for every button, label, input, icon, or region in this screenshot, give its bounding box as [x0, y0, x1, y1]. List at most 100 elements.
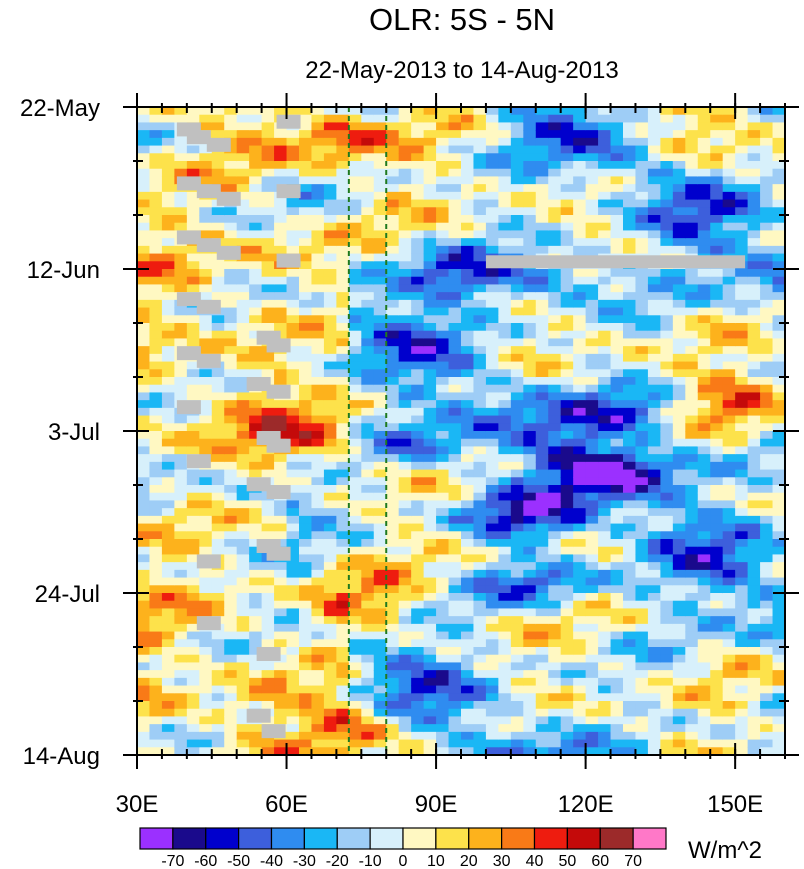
field-cell [386, 716, 400, 725]
field-cell [236, 392, 250, 401]
field-cell [423, 423, 437, 432]
field-cell [149, 492, 163, 502]
field-cell [398, 677, 412, 687]
field-cell [373, 731, 387, 741]
field-cell [697, 299, 711, 309]
field-cell [585, 608, 599, 617]
field-cell [261, 407, 275, 417]
field-cell [436, 307, 450, 316]
colorbar-swatch [468, 827, 503, 850]
field-cell [461, 562, 475, 571]
field-cell [186, 662, 200, 671]
field-cell [386, 654, 400, 664]
field-cell [573, 500, 587, 509]
field-cell [436, 215, 450, 224]
field-cell [461, 284, 475, 293]
field-cell [473, 431, 487, 440]
field-cell [249, 662, 263, 671]
field-cell [211, 693, 225, 702]
field-cell [635, 431, 649, 440]
field-cell [635, 299, 649, 309]
field-cell [735, 269, 749, 278]
field-cell [423, 569, 437, 579]
field-cell [448, 500, 462, 509]
field-cell [161, 485, 175, 494]
field-cell [772, 431, 785, 440]
field-cell [224, 215, 238, 224]
field-cell [261, 531, 275, 540]
field-cell [747, 292, 761, 301]
field-cell [161, 415, 175, 424]
field-cell [361, 731, 375, 741]
field-cell [623, 400, 637, 409]
field-cell [473, 631, 487, 640]
field-cell [448, 168, 462, 178]
field-cell [411, 438, 425, 448]
field-cell [598, 531, 612, 540]
field-cell [236, 369, 250, 378]
field-cell [448, 654, 462, 664]
missing-data-patch [196, 616, 221, 631]
field-cell [560, 423, 574, 432]
field-cell [548, 739, 562, 748]
field-cell [436, 130, 450, 139]
field-cell [174, 647, 188, 656]
field-cell [760, 191, 774, 201]
field-cell [274, 199, 288, 208]
field-cell [274, 662, 288, 671]
field-cell [411, 616, 425, 625]
field-cell [211, 631, 225, 640]
field-cell [336, 176, 350, 185]
field-cell [461, 492, 475, 502]
field-cell [249, 161, 263, 170]
field-cell [224, 361, 238, 370]
field-cell [224, 577, 238, 586]
field-cell [735, 384, 749, 394]
field-cell [286, 377, 300, 386]
field-cell [137, 677, 151, 687]
field-cell [535, 114, 549, 124]
field-cell [510, 191, 524, 201]
field-cell [635, 153, 649, 162]
field-cell [137, 284, 151, 293]
field-cell [161, 161, 175, 170]
field-cell [560, 662, 574, 671]
field-cell [585, 647, 599, 656]
field-cell [261, 685, 275, 694]
field-cell [448, 400, 462, 409]
field-cell [772, 608, 785, 617]
field-cell [573, 600, 587, 610]
field-cell [361, 662, 375, 671]
field-cell [710, 199, 724, 208]
field-cell [361, 338, 375, 347]
field-cell [523, 662, 537, 671]
field-cell [323, 377, 337, 386]
field-cell [485, 137, 499, 147]
field-cell [448, 153, 462, 162]
field-cell [386, 731, 400, 741]
field-cell [485, 407, 499, 417]
field-cell [373, 137, 387, 147]
field-cell [323, 608, 337, 617]
field-cell [348, 384, 362, 394]
field-cell [473, 539, 487, 548]
field-cell [386, 554, 400, 563]
field-cell [623, 230, 637, 239]
field-cell [585, 423, 599, 432]
field-cell [236, 554, 250, 563]
colorbar-label: 40 [526, 853, 544, 869]
field-cell [598, 407, 612, 417]
field-cell [635, 292, 649, 301]
field-cell [386, 184, 400, 193]
field-cell [224, 639, 238, 648]
field-cell [473, 569, 487, 579]
field-cell [261, 292, 275, 301]
colorbar-swatch [501, 827, 536, 850]
field-cell [548, 608, 562, 617]
field-cell [623, 654, 637, 664]
field-cell [610, 639, 624, 648]
field-cell [249, 307, 263, 316]
field-cell [697, 485, 711, 494]
field-cell [411, 477, 425, 486]
field-cell [299, 600, 313, 610]
